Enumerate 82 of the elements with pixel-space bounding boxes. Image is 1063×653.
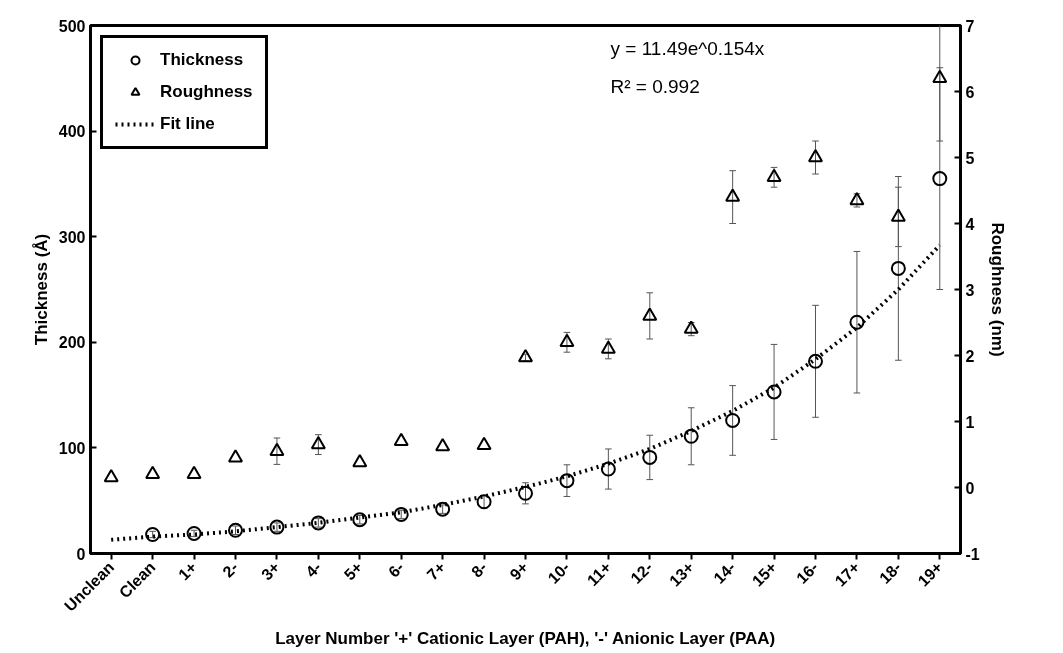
y2-tick-label: 6 <box>965 83 975 101</box>
x-tick-label: 6- <box>385 558 408 581</box>
point <box>683 428 699 444</box>
y2-tick-label: 3 <box>965 281 975 299</box>
x-tick-label: 17+ <box>831 558 863 590</box>
legend-label: Roughness <box>160 82 253 102</box>
legend-label: Fit line <box>160 114 215 134</box>
point <box>103 469 119 483</box>
point <box>476 436 492 451</box>
annotation: R² = 0.992 <box>610 75 700 97</box>
point <box>310 515 326 531</box>
point <box>352 453 368 468</box>
point <box>932 69 948 84</box>
annotation: y = 11.49e^0.154x <box>610 37 765 59</box>
point <box>310 436 326 450</box>
point <box>600 461 616 477</box>
point <box>642 449 658 465</box>
x-tick-label: 18- <box>875 558 905 587</box>
point <box>559 473 575 489</box>
y2-tick-label: 7 <box>965 17 975 35</box>
x-tick-label: 13+ <box>666 558 698 590</box>
y2-tick-label: 2 <box>965 347 975 365</box>
point <box>435 438 451 452</box>
x-tick-label: 14- <box>710 558 739 587</box>
y-tick-label: 0 <box>76 545 86 563</box>
point <box>186 465 202 480</box>
point <box>725 412 741 428</box>
y2-tick-label: 0 <box>965 479 975 497</box>
x-tick-label: 7+ <box>423 558 449 584</box>
legend-label: Thickness <box>160 50 244 70</box>
point <box>145 465 161 480</box>
point <box>393 432 409 447</box>
point <box>435 501 451 517</box>
point <box>559 333 575 348</box>
x-tick-label: 4- <box>302 558 325 581</box>
point <box>600 340 616 354</box>
point <box>145 527 161 542</box>
x-tick-label: 16- <box>793 558 822 587</box>
point <box>228 449 243 463</box>
point <box>269 519 285 535</box>
point <box>849 191 865 206</box>
y-tick-label: 300 <box>58 228 86 246</box>
y2-tick-label: 1 <box>965 413 975 431</box>
point <box>518 485 533 501</box>
point <box>683 320 699 334</box>
point <box>808 148 823 163</box>
x-tick-label: 11+ <box>583 558 615 590</box>
point <box>849 314 865 330</box>
point <box>269 442 285 456</box>
x-tick-label: 1+ <box>175 558 201 584</box>
point <box>890 260 906 276</box>
point <box>518 348 533 363</box>
y-tick-label: 400 <box>58 123 86 141</box>
y-tick-label: 200 <box>58 334 86 352</box>
x-tick-label: 10- <box>544 558 573 587</box>
point <box>932 171 948 187</box>
x-axis-title: Layer Number '+' Cationic Layer (PAH), '-' Anionic Layer (PAA) <box>275 628 776 648</box>
point <box>725 188 741 202</box>
y2-tick-label: 4 <box>965 215 975 233</box>
x-tick-label: 9+ <box>506 558 532 584</box>
x-tick-label: 5+ <box>340 558 366 584</box>
point <box>476 494 492 510</box>
point <box>766 384 782 400</box>
x-tick-label: 2- <box>219 558 242 581</box>
y2-tick-label: 5 <box>965 149 975 167</box>
point <box>808 353 823 369</box>
point <box>642 307 658 321</box>
point <box>393 506 409 522</box>
point <box>766 168 782 183</box>
point <box>352 512 368 528</box>
point <box>890 208 906 222</box>
x-tick-label: 15+ <box>748 558 781 590</box>
y-axis-title: Thickness (Å) <box>31 233 51 346</box>
y2-tick-label: -1 <box>965 545 980 563</box>
y-tick-label: 100 <box>58 439 86 457</box>
x-tick-label: 8- <box>468 558 491 581</box>
y-tick-label: 500 <box>58 17 86 35</box>
y2-axis-title: Roughness (nm) <box>987 222 1007 357</box>
x-tick-label: 12- <box>627 558 656 587</box>
point <box>186 525 202 541</box>
x-tick-label: 19+ <box>914 558 946 590</box>
x-tick-label: 3+ <box>258 558 283 584</box>
